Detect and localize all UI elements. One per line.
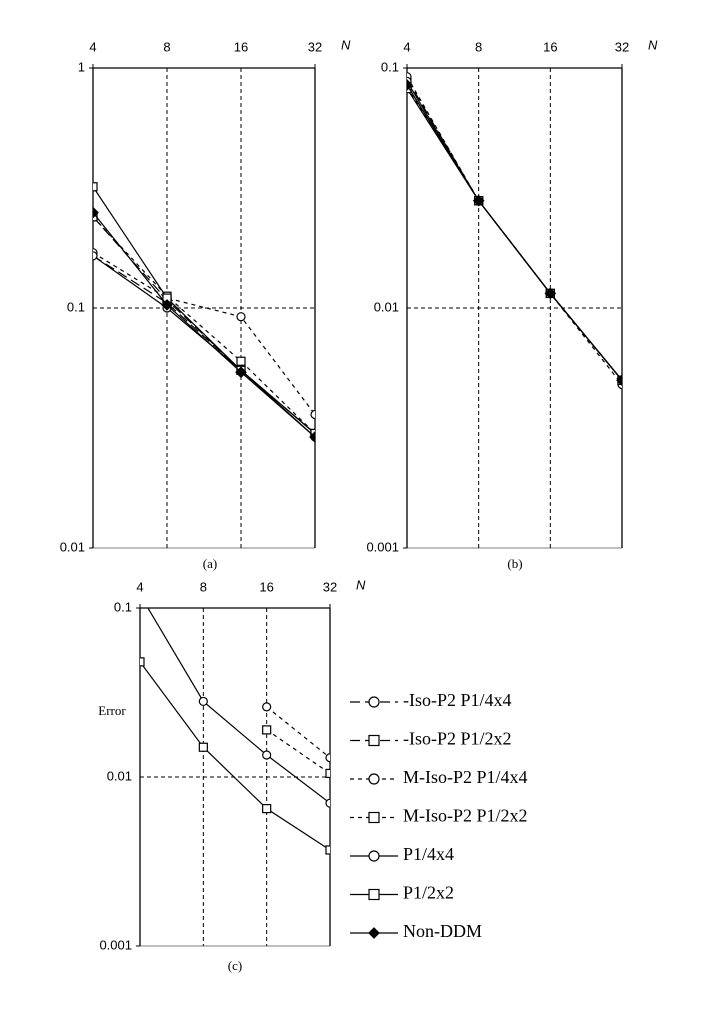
x-axis-label: N: [648, 37, 658, 52]
series-line: [407, 84, 622, 381]
legend-label: M-Iso-P2 P1/2x2: [403, 806, 528, 826]
marker-circle: [325, 798, 330, 808]
legend-label: P1/4x4: [403, 844, 454, 864]
caption: (a): [203, 556, 217, 571]
plot-area: [407, 72, 622, 390]
y-tick-label: 0.001: [99, 937, 132, 952]
marker-diamond: [407, 79, 413, 91]
series-line: [93, 186, 315, 434]
x-tick-label: 4: [403, 39, 410, 54]
x-tick-label: 16: [259, 579, 273, 594]
marker-square: [140, 657, 145, 667]
marker-square: [236, 356, 246, 366]
marker-square: [262, 725, 272, 735]
marker-square: [262, 804, 272, 814]
legend-entry: Non-DDM: [350, 921, 482, 941]
marker-circle: [262, 750, 272, 760]
plot-area: [140, 608, 330, 855]
series-line: [93, 255, 315, 438]
series-line: [407, 78, 622, 381]
y-tick-label: 1: [78, 59, 85, 74]
legend-marker: [368, 811, 380, 824]
y-tick-label: 0.1: [381, 59, 399, 74]
marker-diamond: [472, 194, 485, 207]
y-tick-label: 0.01: [374, 299, 399, 314]
series-line: [93, 216, 315, 434]
legend-entry: -Iso-P2 P1/4x4: [350, 690, 512, 710]
legend-entry: P1/4x4: [350, 844, 454, 864]
series-line: [93, 255, 315, 434]
marker-diamond: [93, 206, 99, 219]
x-tick-label: 8: [163, 39, 170, 54]
series-line: [407, 84, 622, 381]
caption: (c): [228, 958, 242, 973]
marker-diamond: [616, 374, 622, 387]
y-tick-label: 0.1: [114, 599, 132, 614]
marker-square: [325, 845, 330, 855]
marker-circle: [325, 753, 330, 763]
legend-entry: -Iso-P2 P1/2x2: [350, 729, 512, 749]
marker-circle: [198, 696, 208, 707]
legend-label: P1/2x2: [403, 883, 454, 903]
series-line: [147, 608, 330, 804]
marker-circle: [93, 251, 98, 261]
legend-marker: [368, 696, 380, 708]
x-axis-label: N: [341, 37, 351, 52]
marker-diamond: [544, 287, 557, 300]
x-tick-label: 8: [200, 579, 207, 594]
marker-square: [198, 742, 208, 752]
marker-circle: [236, 312, 246, 322]
marker-square: [325, 768, 330, 779]
legend-label: -Iso-P2 P1/2x2: [403, 729, 512, 749]
legend-label: Non-DDM: [403, 921, 482, 941]
x-tick-label: 4: [89, 39, 96, 54]
y-tick-label: 0.01: [107, 768, 132, 783]
x-tick-label: 16: [234, 39, 248, 54]
x-tick-label: 32: [323, 579, 337, 594]
series-line: [266, 729, 330, 774]
caption: (b): [507, 556, 522, 571]
legend-marker: [368, 927, 380, 939]
legend-marker: [368, 850, 380, 862]
marker-diamond: [235, 366, 247, 379]
series-line: [93, 216, 315, 434]
series-line: [140, 661, 330, 851]
series-line: [93, 212, 315, 438]
series-line: [93, 252, 315, 415]
series-line: [407, 76, 622, 385]
marker-diamond: [309, 431, 315, 443]
x-tick-label: 4: [136, 579, 143, 594]
plot-area: [93, 182, 315, 443]
x-tick-label: 32: [615, 39, 629, 54]
marker-square: [93, 182, 98, 192]
x-tick-label: 32: [308, 39, 322, 54]
marker-diamond: [161, 299, 173, 311]
series-line: [407, 87, 622, 381]
y-tick-label: 0.01: [60, 539, 85, 554]
series-line: [407, 81, 622, 381]
legend-marker: [368, 773, 380, 785]
x-tick-label: 8: [475, 39, 482, 54]
legend-entry: P1/2x2: [350, 883, 454, 903]
legend-entry: M-Iso-P2 P1/4x4: [350, 767, 528, 787]
marker-circle: [310, 409, 315, 420]
y-axis-label: Error: [98, 703, 126, 718]
x-tick-label: 16: [543, 39, 557, 54]
marker-circle: [262, 702, 272, 712]
y-tick-label: 0.1: [67, 299, 85, 314]
legend-marker: [368, 734, 380, 747]
series-line: [266, 706, 330, 759]
legend-label: M-Iso-P2 P1/4x4: [403, 767, 528, 787]
x-axis-label: N: [356, 577, 366, 592]
y-tick-label: 0.001: [366, 539, 399, 554]
legend-entry: M-Iso-P2 P1/2x2: [350, 806, 528, 826]
legend-label: -Iso-P2 P1/4x4: [403, 690, 512, 710]
legend-marker: [368, 888, 380, 901]
